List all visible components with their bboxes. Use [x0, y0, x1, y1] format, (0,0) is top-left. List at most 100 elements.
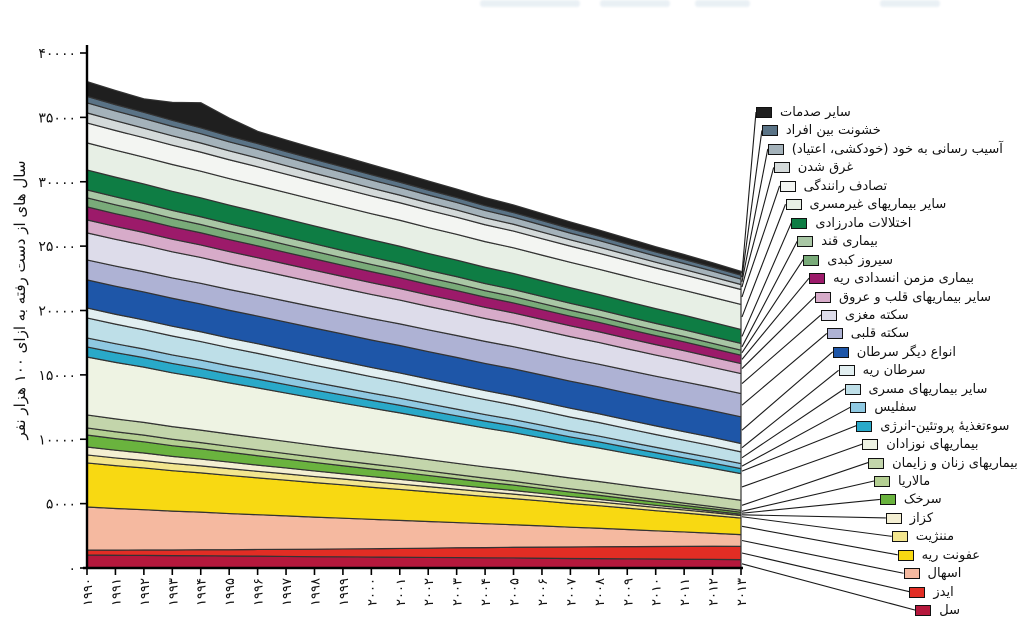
legend-leader-line-congenital-disorders: [741, 222, 792, 337]
legend-swatch-drowning: [773, 162, 790, 174]
legend-leader-line-hiv-aids: [741, 552, 910, 593]
legend-label-other-cancers: انواع دیگر سرطان: [856, 344, 956, 360]
legend-swatch-protein-energy-malnutrition: [856, 420, 873, 432]
y-tick-label: ۱۵۰۰۰: [38, 368, 76, 384]
legend-leader-line-other-communicable: [741, 388, 845, 459]
x-tick-label-1992: ۱۹۹۲: [138, 578, 153, 606]
legend-leader-line-lung-cancer: [741, 369, 839, 449]
legend-label-other-noncommunicable: سایر بیماریهای غیرمسری: [809, 197, 947, 213]
legend-label-maternal: بیماریهای زنان و زایمان: [892, 455, 1018, 471]
legend-swatch-heart-attack: [826, 328, 843, 340]
legend-label-self-harm: آسیب رسانی به خود (خودکشی، اعتیاد): [791, 141, 1003, 157]
legend-leader-line-diarrhea: [741, 539, 904, 574]
legend-swatch-maternal: [868, 457, 885, 469]
y-axis-title: سال های از دست رفته به ازای ۱۰۰ هزار نفر: [11, 160, 29, 440]
legend-swatch-other-cancers: [832, 346, 849, 358]
legend-label-liver-cirrhosis: سیروز کبدی: [827, 252, 893, 268]
legend-swatch-tuberculosis: [915, 605, 932, 617]
legend-label-meningitis: مننژیت: [915, 529, 955, 545]
legend-label-other-injuries: سایر صدمات: [780, 105, 851, 120]
x-tick-label-1997: ۱۹۹۷: [280, 578, 295, 606]
legend-label-hiv-aids: ایدز: [933, 584, 954, 600]
legend-leader-line-stroke: [741, 314, 822, 384]
legend-swatch-malaria: [874, 476, 890, 487]
legend-swatch-other-cardiovascular: [815, 291, 831, 303]
legend-leader-line-neonatal: [741, 443, 863, 488]
legend-swatch-tetanus: [885, 512, 902, 524]
x-tick-label-1990: ۱۹۹۰: [81, 578, 96, 606]
x-tick-label-2008: ۲۰۰۸: [593, 578, 608, 606]
cropped-title-remnant: [600, 0, 670, 7]
legend-swatch-measles: [879, 494, 896, 506]
legend-label-drowning: غرق شدن: [797, 160, 854, 176]
x-tick-label-1996: ۱۹۹۶: [252, 578, 267, 606]
legend-label-congenital-disorders: اختلالات مادرزادی: [815, 215, 912, 231]
x-tick-label-1999: ۱۹۹۹: [337, 578, 352, 606]
cropped-title-remnant: [480, 0, 580, 7]
legend-swatch-liver-cirrhosis: [803, 254, 820, 266]
x-tick-label-2001: ۲۰۰۱: [394, 578, 409, 606]
legend-swatch-other-noncommunicable: [785, 199, 802, 211]
legend-leader-line-tetanus: [741, 514, 886, 519]
area-band-other-injuries: [86, 80, 742, 276]
legend-leader-line-protein-energy-malnutrition: [741, 425, 857, 472]
legend-swatch-interpersonal-violence: [761, 125, 778, 137]
legend-leader-line-liver-cirrhosis: [741, 259, 804, 353]
cropped-title-remnant: [880, 0, 940, 7]
y-tick-label: ۲۰۰۰۰: [38, 304, 76, 320]
legend-leader-line-other-noncommunicable: [741, 204, 787, 318]
x-tick-label-2012: ۲۰۱۲: [707, 578, 722, 606]
legend-leader-line-other-cardiovascular: [741, 296, 816, 369]
x-tick-label-2007: ۲۰۰۷: [564, 578, 579, 606]
legend-swatch-lung-infection: [897, 549, 914, 561]
legend-leader-line-other-injuries: [741, 111, 757, 274]
legend-swatch-meningitis: [891, 531, 908, 543]
legend-label-copd: بیماری مزمن انسدادی ریه: [833, 271, 975, 287]
legend-swatch-lung-cancer: [838, 365, 855, 377]
legend-label-interpersonal-violence: خشونت بین افراد: [785, 123, 881, 139]
legend-label-diabetes: بیماری قند: [821, 234, 878, 250]
legend-label-syphilis: سفلیس: [874, 400, 917, 416]
legend-label-other-cardiovascular: سایر بیماریهای قلب و عروق: [839, 289, 992, 305]
legend-label-road-traffic-accident: تصادف رانندگی: [803, 178, 888, 194]
legend-swatch-hiv-aids: [909, 586, 926, 598]
legend-leader-line-drowning: [741, 167, 775, 288]
legend-swatch-diarrhea: [903, 568, 920, 580]
legend-swatch-neonatal: [862, 439, 879, 451]
legend-label-tuberculosis: سل: [939, 603, 961, 619]
legend-leader-line-syphilis: [741, 406, 851, 467]
legend-label-heart-attack: سکته قلبی: [850, 326, 910, 342]
y-tick-label: ۳۵۰۰۰: [38, 110, 76, 126]
legend-label-lung-cancer: سرطان ریه: [862, 363, 926, 379]
legend-leader-line-interpersonal-violence: [741, 130, 763, 278]
legend-label-protein-energy-malnutrition: سوءتغذیهٔ پروتئین-انرژی: [880, 418, 1010, 434]
legend-label-stroke: سکته مغزی: [844, 307, 909, 323]
x-tick-label-1993: ۱۹۹۳: [166, 578, 181, 606]
y-tick-label: ۲۵۰۰۰: [38, 239, 76, 255]
legend-label-lung-infection: عفونت ریه: [921, 547, 981, 563]
legend-leader-line-meningitis: [741, 516, 892, 537]
legend-swatch-congenital-disorders: [791, 217, 808, 229]
y-tick-label: ۴۰۰۰۰: [38, 46, 76, 62]
cropped-title-remnant: [695, 0, 750, 7]
x-tick-label-1998: ۱۹۹۸: [308, 578, 323, 606]
x-tick-label-2004: ۲۰۰۴: [479, 578, 494, 606]
legend-leader-line-diabetes: [741, 240, 798, 348]
legend-leader-line-measles: [741, 498, 880, 514]
legend-swatch-copd: [809, 273, 826, 285]
x-tick-label-2002: ۲۰۰۲: [422, 578, 437, 606]
y-tick-label: ۵۰۰۰: [46, 497, 76, 513]
x-tick-label-1994: ۱۹۹۴: [195, 578, 210, 606]
x-tick-label-2013: ۲۰۱۳: [735, 578, 750, 606]
x-tick-label-2009: ۲۰۰۹: [621, 578, 636, 606]
legend-swatch-stroke: [820, 309, 837, 321]
legend-leader-line-self-harm: [741, 148, 769, 282]
legend-label-neonatal: بیماریهای نوزادان: [886, 437, 979, 453]
x-tick-label-2010: ۲۰۱۰: [650, 578, 665, 606]
legend-swatch-other-injuries: [756, 107, 772, 118]
legend-label-tetanus: کزاز: [909, 510, 934, 526]
legend-leader-line-heart-attack: [741, 332, 828, 406]
legend-leader-line-maternal: [741, 462, 869, 506]
